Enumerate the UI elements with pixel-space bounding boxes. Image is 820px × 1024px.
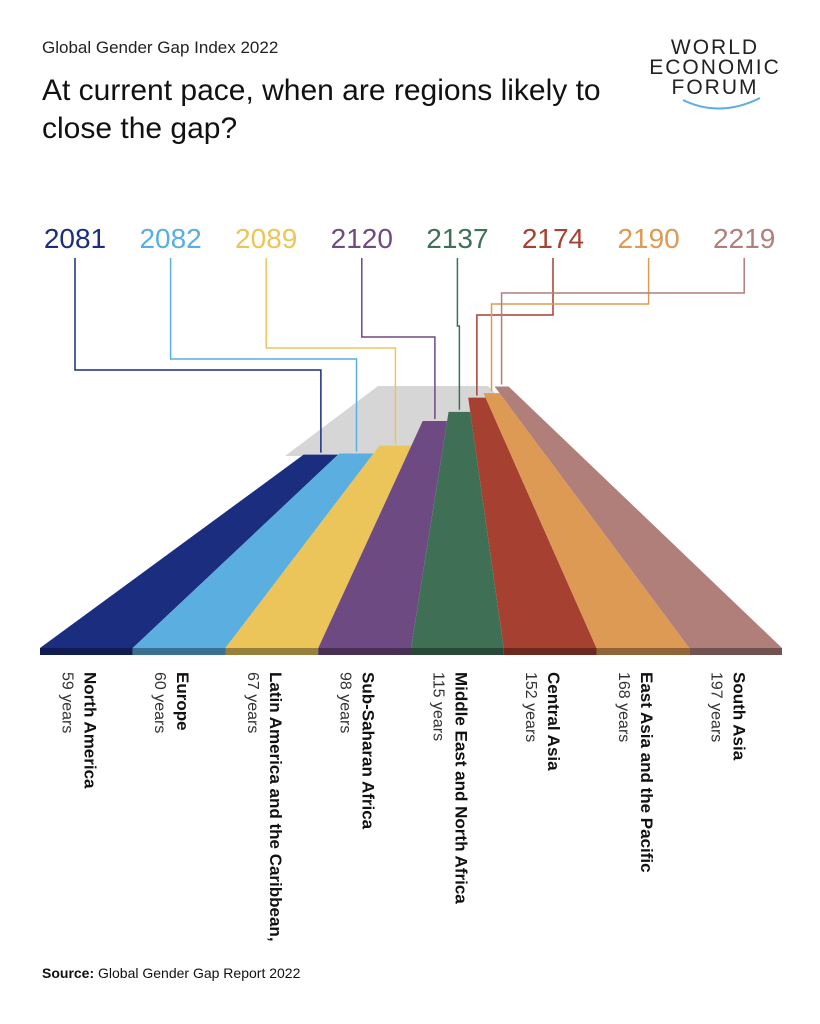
- connector: [500, 258, 745, 385]
- region-label: Central Asia: [544, 672, 563, 771]
- years-label: 115 years: [429, 672, 446, 741]
- years-label: 67 years: [244, 672, 261, 733]
- years-label: 168 years: [615, 672, 632, 742]
- source: Source: Global Gender Gap Report 2022: [42, 965, 300, 981]
- bar-edge: [689, 648, 782, 655]
- region-label: East Asia and the Pacific: [637, 672, 656, 873]
- bar-edge: [318, 648, 411, 655]
- logo-line: FORUM: [671, 76, 759, 99]
- bar-edge-shade: [132, 648, 226, 655]
- logo: WORLD ECONOMIC FORUM: [640, 36, 790, 99]
- year-label: 2120: [331, 223, 393, 254]
- bar-edge-shade: [225, 648, 319, 655]
- kicker: Global Gender Gap Index 2022: [42, 38, 279, 57]
- years-label: 98 years: [337, 672, 354, 733]
- bar-edge: [225, 648, 319, 655]
- connector: [361, 258, 436, 420]
- bar-edge: [411, 648, 504, 655]
- region-label: Middle East and North Africa: [451, 672, 470, 904]
- bar: [494, 386, 782, 648]
- years-label: 197 years: [708, 672, 725, 742]
- bar: [411, 411, 504, 648]
- bar-edge-shade: [40, 648, 133, 655]
- connector: [490, 258, 650, 392]
- bar-edge: [596, 648, 690, 655]
- years-label: 60 years: [151, 672, 168, 733]
- region-label: North America: [80, 672, 99, 789]
- connector: [265, 258, 397, 444]
- bar: [40, 454, 339, 648]
- connector: [456, 258, 461, 410]
- year-label: 2089: [235, 223, 297, 254]
- years-label: 59 years: [58, 672, 75, 733]
- logo-line: WORLD: [670, 36, 760, 59]
- bar-edge: [40, 648, 133, 655]
- bar-edge-shade: [318, 648, 411, 655]
- region-label: Europe: [173, 672, 192, 731]
- bar-edge-shade: [689, 648, 782, 655]
- year-label: 2190: [617, 223, 679, 254]
- source-label: Source:: [42, 965, 95, 981]
- connector: [74, 258, 322, 453]
- year-label: 2137: [426, 223, 488, 254]
- region-label: Latin America and the Caribbean,: [266, 672, 285, 942]
- bar-edge-shade: [411, 648, 504, 655]
- bar: [225, 445, 412, 648]
- region-label: South Asia: [730, 672, 749, 761]
- bar-edge-shade: [503, 648, 597, 655]
- bar: [132, 453, 374, 648]
- logo-line: ECONOMIC: [649, 56, 781, 79]
- connector: [476, 258, 554, 396]
- bar: [318, 421, 448, 648]
- year-label: 2174: [522, 223, 584, 254]
- region-label: Sub-Saharan Africa: [359, 672, 378, 830]
- connector: [169, 258, 358, 452]
- bar: [483, 393, 690, 648]
- chart-title: At current pace, when are regions likely…: [42, 74, 601, 145]
- bar-edge: [132, 648, 226, 655]
- year-label: 2219: [713, 223, 775, 254]
- year-label: 2081: [44, 223, 106, 254]
- logo-arc: [682, 97, 761, 110]
- bar-edge: [503, 648, 597, 655]
- year-label: 2082: [139, 223, 201, 254]
- bar: [468, 397, 597, 648]
- years-label: 152 years: [522, 672, 539, 742]
- bar-edge-shade: [596, 648, 690, 655]
- source-text: Global Gender Gap Report 2022: [98, 965, 301, 981]
